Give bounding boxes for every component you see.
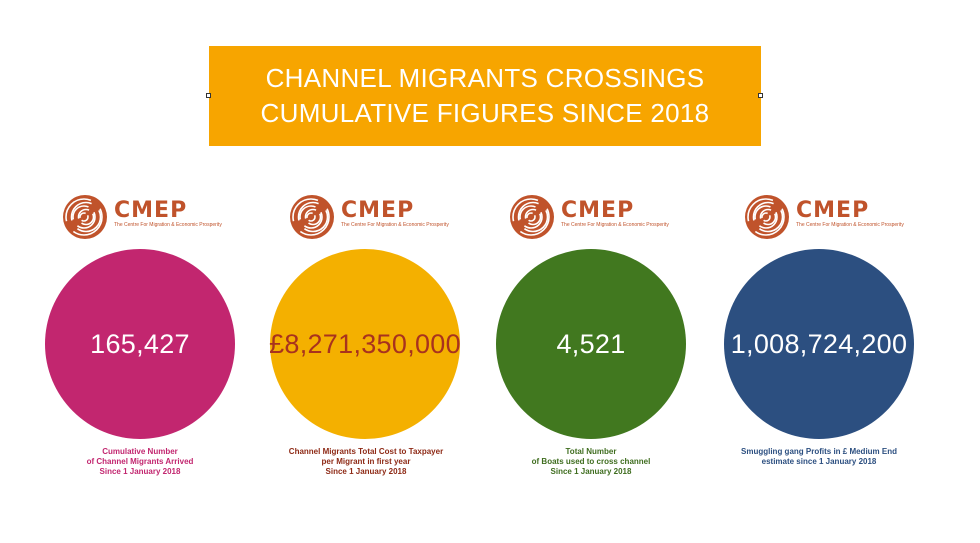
stat-card-boats: CMEP The Centre For Migration & Economic… xyxy=(0,0,686,543)
stat-value: 1,008,724,200 xyxy=(730,328,908,359)
fingerprint-icon xyxy=(510,195,554,239)
caption-line: Since 1 January 2018 xyxy=(325,467,407,476)
caption-line: Cumulative Number xyxy=(102,447,178,456)
caption-line: Channel Migrants Total Cost to Taxpayer xyxy=(288,447,444,456)
cmep-logo: CMEP The Centre For Migration & Economic… xyxy=(744,194,904,240)
caption-line: Total Number xyxy=(565,447,617,456)
stat-card-migrants: CMEP The Centre For Migration & Economic… xyxy=(0,0,240,543)
logo-subtitle: The Centre For Migration & Economic Pros… xyxy=(114,222,222,228)
stat-value: £8,271,350,000 xyxy=(269,328,461,359)
cmep-logo: CMEP The Centre For Migration & Economic… xyxy=(62,194,222,240)
stat-circle: £8,271,350,000 xyxy=(269,249,461,439)
caption-line: Since 1 January 2018 xyxy=(99,467,181,476)
resize-handle-left[interactable] xyxy=(206,93,211,98)
cmep-logo: CMEP The Centre For Migration & Economic… xyxy=(289,194,449,240)
caption-line: of Channel Migrants Arrived xyxy=(86,457,194,466)
logo-subtitle: The Centre For Migration & Economic Pros… xyxy=(796,222,904,228)
title-line-2: CUMULATIVE FIGURES SINCE 2018 xyxy=(260,98,710,128)
stat-value: 165,427 xyxy=(90,328,190,359)
stat-caption: Channel Migrants Total Cost to Taxpayer … xyxy=(261,447,471,477)
fingerprint-icon xyxy=(745,195,789,239)
cmep-logo: CMEP The Centre For Migration & Economic… xyxy=(509,194,669,240)
stat-card-cost: CMEP The Centre For Migration & Economic… xyxy=(0,0,461,543)
caption-line: Since 1 January 2018 xyxy=(550,467,632,476)
caption-line: Smuggling gang Profits in £ Medium End xyxy=(741,447,897,456)
caption-line: estimate since 1 January 2018 xyxy=(761,457,877,466)
title-line-1: CHANNEL MIGRANTS CROSSINGS xyxy=(265,63,705,93)
logo-name: CMEP xyxy=(796,198,870,223)
resize-handle-right[interactable] xyxy=(758,93,763,98)
stat-card-profits: CMEP The Centre For Migration & Economic… xyxy=(0,0,914,543)
stat-circle: 1,008,724,200 xyxy=(724,249,914,439)
stat-caption: Total Number of Boats used to cross chan… xyxy=(486,447,696,477)
caption-line: per Migrant in first year xyxy=(321,457,411,466)
fingerprint-icon xyxy=(63,195,107,239)
stat-circle: 165,427 xyxy=(45,249,235,439)
fingerprint-icon xyxy=(290,195,334,239)
stat-value: 4,521 xyxy=(556,328,626,359)
title-banner[interactable]: CHANNEL MIGRANTS CROSSINGS CUMULATIVE FI… xyxy=(209,46,761,146)
stat-circle: 4,521 xyxy=(496,249,686,439)
logo-subtitle: The Centre For Migration & Economic Pros… xyxy=(561,222,669,228)
logo-subtitle: The Centre For Migration & Economic Pros… xyxy=(341,222,449,228)
caption-line: of Boats used to cross channel xyxy=(531,457,651,466)
stat-caption: Smuggling gang Profits in £ Medium End e… xyxy=(714,447,924,467)
logo-name: CMEP xyxy=(561,198,635,223)
logo-name: CMEP xyxy=(341,198,415,223)
logo-name: CMEP xyxy=(114,198,188,223)
stat-caption: Cumulative Number of Channel Migrants Ar… xyxy=(35,447,245,477)
